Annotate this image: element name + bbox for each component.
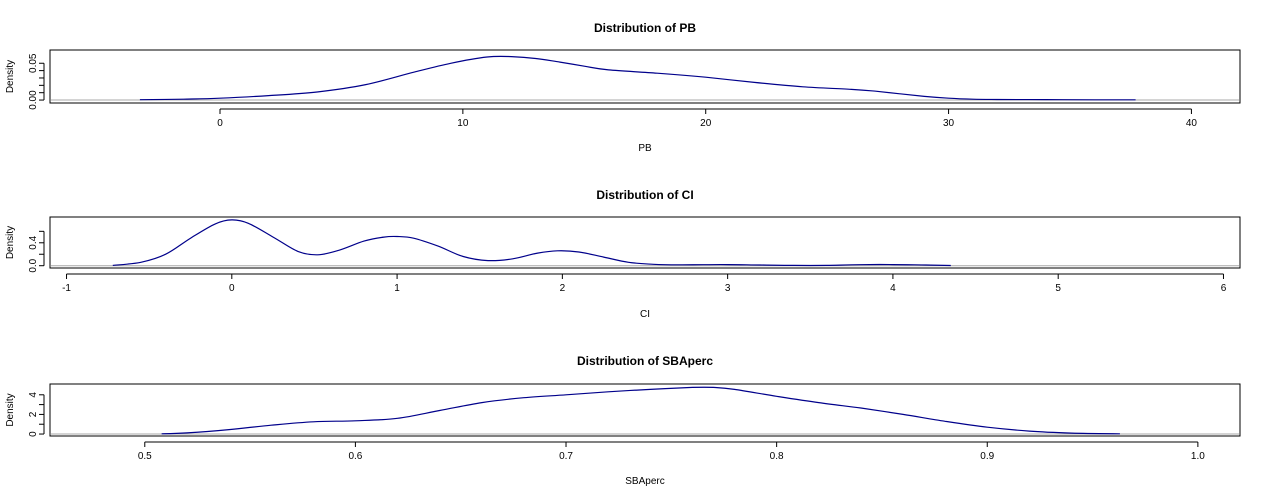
x-tick-label: 0 [229, 283, 235, 294]
plot-frame [49, 216, 1241, 269]
y-axis-label: Density [5, 60, 16, 93]
x-tick-label: 5 [1055, 283, 1061, 294]
y-tick-label: 0.0 [28, 258, 39, 272]
density-panel-2: Distribution of CI -1 0 1 2 3 4 5 6 0.0 0.4 CI Densi… [5, 188, 1241, 320]
x-tick-label: 3 [725, 283, 731, 294]
x-tick-label: 30 [943, 118, 955, 129]
y-axis-label: Density [5, 393, 16, 426]
x-tick-label: -1 [62, 283, 71, 294]
chart-title: Distribution of PB [594, 21, 696, 35]
x-axis-label: SBAperc [625, 476, 664, 487]
chart-title: Distribution of SBAperc [577, 354, 713, 368]
x-tick-label: 0.8 [770, 451, 784, 462]
x-tick-label: 4 [890, 283, 896, 294]
density-curve [161, 386, 1120, 435]
y-tick-label: 0.00 [28, 90, 39, 110]
x-axis-label: CI [640, 309, 650, 320]
x-tick-label: 20 [700, 118, 712, 129]
x-tick-label: 0.7 [559, 451, 573, 462]
y-tick-label: 2 [28, 411, 39, 417]
plot-frame [49, 49, 1241, 104]
density-panel-3: Distribution of SBAperc 0.5 0.6 0.7 0.8 0.9 1.… [5, 354, 1241, 487]
x-tick-label: 1 [394, 283, 400, 294]
x-tick-label: 2 [560, 283, 566, 294]
y-tick-label: 0.4 [28, 235, 39, 249]
x-tick-label: 0.5 [138, 451, 152, 462]
density-panel-1: Distribution of PB 0 10 20 30 40 0.00 0.05 PB Den… [5, 21, 1241, 154]
x-tick-label: 1.0 [1191, 451, 1205, 462]
y-tick-label: 0.05 [28, 53, 39, 73]
y-axis-label: Density [5, 226, 16, 259]
density-curve [139, 55, 1136, 101]
x-tick-label: 0.9 [980, 451, 994, 462]
plot-frame [49, 383, 1241, 437]
y-tick-label: 0 [28, 431, 39, 437]
x-axis-label: PB [638, 143, 652, 154]
x-tick-label: 10 [457, 118, 469, 129]
x-tick-label: 0.6 [348, 451, 362, 462]
x-tick-label: 0 [217, 118, 223, 129]
x-tick-label: 40 [1186, 118, 1198, 129]
density-curve [112, 219, 951, 267]
y-tick-label: 4 [28, 392, 39, 398]
chart-title: Distribution of CI [596, 188, 693, 202]
x-tick-label: 6 [1221, 283, 1227, 294]
